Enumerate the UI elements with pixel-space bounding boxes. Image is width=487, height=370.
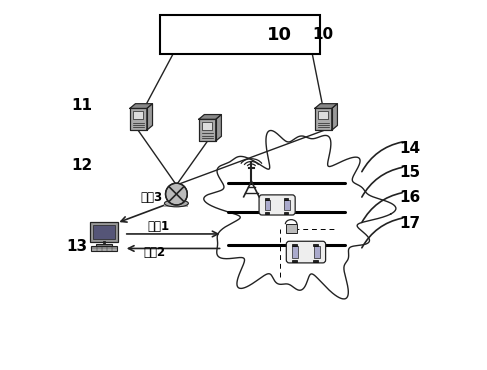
Text: 15: 15	[400, 165, 421, 180]
Bar	[315, 108, 332, 130]
Bar	[130, 108, 147, 130]
Bar	[292, 260, 297, 262]
Bar	[165, 203, 188, 207]
Polygon shape	[204, 131, 396, 299]
Bar	[292, 246, 298, 258]
Bar	[314, 260, 318, 262]
Polygon shape	[332, 104, 337, 130]
Text: 13: 13	[66, 239, 87, 254]
Text: 步骤3: 步骤3	[140, 191, 162, 204]
Bar	[130, 108, 147, 130]
Bar	[264, 212, 269, 214]
Bar	[314, 244, 318, 246]
Text: 11: 11	[72, 98, 93, 113]
Bar	[132, 111, 143, 119]
Polygon shape	[216, 115, 222, 141]
Bar	[284, 200, 290, 210]
Text: 17: 17	[400, 216, 421, 231]
Text: 10: 10	[313, 27, 334, 42]
FancyBboxPatch shape	[259, 195, 295, 215]
Bar	[202, 122, 212, 130]
Polygon shape	[147, 104, 152, 130]
Polygon shape	[130, 104, 152, 108]
Text: 步骤2: 步骤2	[144, 246, 166, 259]
Bar	[318, 111, 328, 119]
Text: 16: 16	[400, 190, 421, 205]
Text: 步骤1: 步骤1	[148, 220, 169, 233]
Bar	[96, 244, 112, 246]
Bar	[286, 224, 297, 233]
Bar	[90, 222, 118, 242]
Bar	[284, 212, 288, 214]
Text: 12: 12	[72, 158, 93, 172]
FancyBboxPatch shape	[160, 14, 319, 54]
Bar	[314, 246, 320, 258]
Text: 14: 14	[400, 141, 421, 156]
Polygon shape	[199, 115, 222, 119]
FancyBboxPatch shape	[286, 241, 326, 263]
Bar	[264, 198, 269, 200]
Bar	[292, 244, 297, 246]
Bar	[265, 200, 269, 210]
Polygon shape	[315, 104, 337, 108]
Bar	[199, 119, 216, 141]
Bar	[284, 198, 288, 200]
Ellipse shape	[165, 200, 188, 207]
Bar	[94, 225, 114, 239]
Text: 10: 10	[267, 26, 292, 44]
Bar	[199, 119, 216, 141]
Bar	[91, 246, 117, 250]
Circle shape	[166, 183, 187, 205]
Bar	[315, 108, 332, 130]
